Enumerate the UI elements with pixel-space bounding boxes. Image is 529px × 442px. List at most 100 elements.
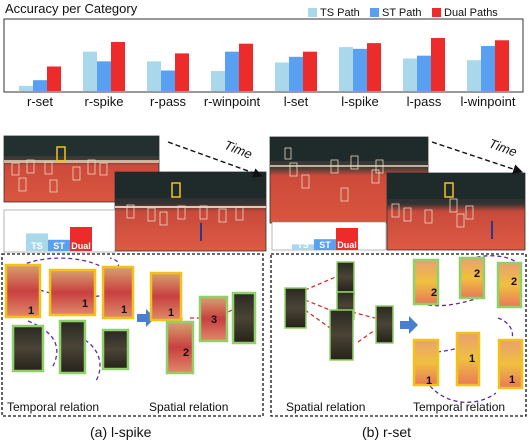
crop-b7 xyxy=(458,256,486,300)
crop-number: 1 xyxy=(426,375,432,387)
crop-a9 xyxy=(198,295,229,343)
bar-dual-paths-r-pass xyxy=(175,53,189,91)
crop-number: 1 xyxy=(168,307,174,319)
bar-st-path-l-set xyxy=(289,56,303,91)
chart-legend: TS Path ST Path Dual Paths xyxy=(308,7,498,19)
mini-bar-label: Dual xyxy=(71,241,91,251)
mini-bar-dual xyxy=(70,227,92,251)
temporal-relation-label-b: Temporal relation xyxy=(413,400,505,414)
mini-bar-ts xyxy=(26,233,48,251)
chart-tick-labels: r-set r-spike r-pass r-winpoint l-set l-spike… xyxy=(27,94,516,109)
x-tick-label: r-winpoint xyxy=(204,94,261,109)
mini-bar-label: ST xyxy=(53,241,65,251)
bar-dual-paths-r-set xyxy=(47,66,61,91)
crop-number: 1 xyxy=(469,353,475,365)
caption-a: (a) l-spike xyxy=(90,424,152,440)
frame-left-2 xyxy=(114,171,267,252)
chart-bars xyxy=(19,37,509,91)
crop-b1 xyxy=(336,261,355,293)
bar-dual-paths-r-spike xyxy=(111,41,125,91)
mini-bar-st xyxy=(314,239,336,250)
legend-swatch-dual-paths xyxy=(432,8,441,17)
x-tick-label: r-spike xyxy=(84,94,123,109)
crop-number: 1 xyxy=(509,374,515,386)
bar-ts-path-r-spike xyxy=(83,51,97,91)
spatial-relation-label-b: Spatial relation xyxy=(286,400,365,414)
crop-number: 2 xyxy=(511,276,517,288)
crop-number: 1 xyxy=(121,304,127,316)
crop-number: 2 xyxy=(431,287,437,299)
mini-bar-label: TS xyxy=(297,240,309,250)
mini-chart-left: TS ST Dual xyxy=(3,209,116,253)
mini-bar-label: Dual xyxy=(337,240,357,250)
crop-a7 xyxy=(149,271,183,322)
crop-number: 2 xyxy=(183,347,189,359)
relations-panel-a: 1 1 1 1 2 3 Temporal relation Spatial re… xyxy=(1,253,264,417)
x-tick-label: l-spike xyxy=(341,94,379,109)
bar-dual-paths-r-winpoint xyxy=(239,43,253,91)
bar-st-path-l-winpoint xyxy=(481,45,495,91)
relations-box-b xyxy=(270,253,527,417)
crop-a4 xyxy=(11,324,45,373)
bar-dual-paths-l-set xyxy=(303,51,317,91)
legend-swatch-ts-path xyxy=(308,8,317,17)
crop-a3 xyxy=(101,265,135,320)
mini-bar-ts xyxy=(292,244,314,250)
x-tick-label: l-set xyxy=(284,94,309,109)
crop-a5 xyxy=(58,319,87,375)
bar-st-path-l-spike xyxy=(353,48,367,91)
bar-st-path-l-pass xyxy=(417,55,431,91)
legend-label-dual-paths: Dual Paths xyxy=(444,7,498,19)
crop-a8 xyxy=(165,320,195,375)
spatial-relation-label-a: Spatial relation xyxy=(149,400,228,414)
relations-box-a xyxy=(1,253,264,417)
bar-ts-path-l-set xyxy=(275,62,289,91)
crop-number: 1 xyxy=(28,305,34,317)
bar-st-path-r-winpoint xyxy=(225,51,239,91)
crop-b8 xyxy=(496,261,523,309)
frame-right-2 xyxy=(386,172,526,251)
crop-a1 xyxy=(4,263,42,319)
bar-ts-path-r-set xyxy=(19,85,33,91)
chart-frame xyxy=(3,18,524,93)
bar-st-path-r-pass xyxy=(161,70,175,91)
bar-st-path-r-set xyxy=(33,80,47,91)
arrow-b xyxy=(400,316,418,334)
crop-a6 xyxy=(101,328,130,371)
legend-label-ts-path: TS Path xyxy=(320,7,360,19)
x-tick-label: l-pass xyxy=(407,94,442,109)
mini-bar-dual xyxy=(336,228,358,250)
crop-b4 xyxy=(329,309,354,361)
time-arrow-left xyxy=(167,141,263,178)
mini-bar-label: TS xyxy=(31,241,43,251)
crop-b2 xyxy=(284,287,307,329)
mini-chart-right: TS ST Dual xyxy=(271,221,387,251)
crop-a2 xyxy=(48,268,97,317)
crop-b9 xyxy=(412,338,440,387)
bar-dual-paths-l-pass xyxy=(431,37,445,91)
mini-bar-label: ST xyxy=(319,240,331,250)
time-label-right: Time xyxy=(487,136,519,160)
bar-ts-path-r-pass xyxy=(147,61,161,91)
bar-ts-path-l-pass xyxy=(403,58,417,91)
crop-b11 xyxy=(497,338,524,390)
bar-st-path-r-spike xyxy=(97,61,111,91)
x-tick-label: r-set xyxy=(27,94,53,109)
crop-b10 xyxy=(455,331,481,387)
bar-ts-path-r-winpoint xyxy=(211,71,225,91)
accuracy-chart: Accuracy per Category TS Path ST Path Dual… xyxy=(3,1,524,109)
caption-b: (b) r-set xyxy=(362,424,411,440)
relations-panel-b: 2 2 2 1 1 1 Spatial relation Temporal re… xyxy=(270,253,527,417)
time-label-left: Time xyxy=(222,137,254,162)
legend-swatch-st-path xyxy=(370,8,379,17)
bar-ts-path-l-spike xyxy=(339,47,353,91)
panel-right-frames: Time TS ST Dual xyxy=(269,136,526,251)
bar-dual-paths-l-spike xyxy=(367,43,381,91)
crop-b6 xyxy=(412,258,440,306)
crop-number: 1 xyxy=(82,298,88,310)
mini-bar-st xyxy=(48,239,70,251)
chart-title: Accuracy per Category xyxy=(5,1,138,16)
x-tick-label: l-winpoint xyxy=(461,94,516,109)
crop-a10 xyxy=(231,291,257,345)
